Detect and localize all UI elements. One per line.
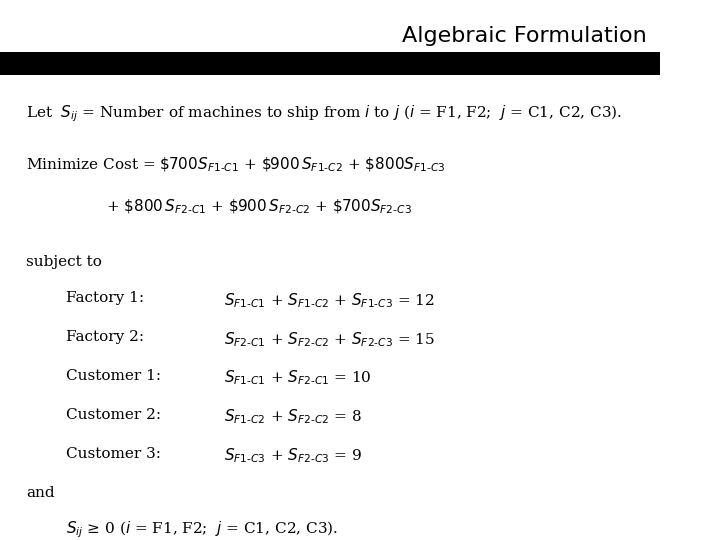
Text: $S_{ij}$ ≥ 0 ($i$ = F1, F2;  $j$ = C1, C2, C3).: $S_{ij}$ ≥ 0 ($i$ = F1, F2; $j$ = C1, C2… [66,519,338,540]
Text: and: and [27,485,55,500]
Text: $S_{F1\text{-}C1}$ + $S_{F2\text{-}C1}$ = 10: $S_{F1\text{-}C1}$ + $S_{F2\text{-}C1}$ … [224,369,372,388]
Text: Minimize Cost = $\$700S_{F1\text{-}C1}$ + $\$900\,S_{F1\text{-}C2}$ + $\$800S_{F: Minimize Cost = $\$700S_{F1\text{-}C1}$ … [27,156,446,174]
Text: Customer 3:: Customer 3: [66,447,161,461]
Text: $S_{F1\text{-}C3}$ + $S_{F2\text{-}C3}$ = 9: $S_{F1\text{-}C3}$ + $S_{F2\text{-}C3}$ … [224,447,362,465]
Text: Customer 1:: Customer 1: [66,369,161,383]
Text: subject to: subject to [27,254,102,268]
Text: Algebraic Formulation: Algebraic Formulation [402,26,647,46]
FancyBboxPatch shape [382,52,660,75]
Text: Factory 2:: Factory 2: [66,330,144,344]
Text: Factory 1:: Factory 1: [66,291,144,305]
Text: Customer 2:: Customer 2: [66,408,161,422]
Text: Let  $S_{ij}$ = Number of machines to ship from $i$ to $j$ ($i$ = F1, F2;  $j$ =: Let $S_{ij}$ = Number of machines to shi… [27,104,623,125]
Text: $S_{F1\text{-}C2}$ + $S_{F2\text{-}C2}$ = 8: $S_{F1\text{-}C2}$ + $S_{F2\text{-}C2}$ … [224,408,362,427]
FancyBboxPatch shape [0,52,382,75]
Text: + $\$800\,S_{F2\text{-}C1}$ + $\$900\,S_{F2\text{-}C2}$ + $\$700S_{F2\text{-}C3}: + $\$800\,S_{F2\text{-}C1}$ + $\$900\,S_… [106,198,411,216]
Text: $S_{F2\text{-}C1}$ + $S_{F2\text{-}C2}$ + $S_{F2\text{-}C3}$ = 15: $S_{F2\text{-}C1}$ + $S_{F2\text{-}C2}$ … [224,330,436,348]
Text: $S_{F1\text{-}C1}$ + $S_{F1\text{-}C2}$ + $S_{F1\text{-}C3}$ = 12: $S_{F1\text{-}C1}$ + $S_{F1\text{-}C2}$ … [224,291,435,309]
